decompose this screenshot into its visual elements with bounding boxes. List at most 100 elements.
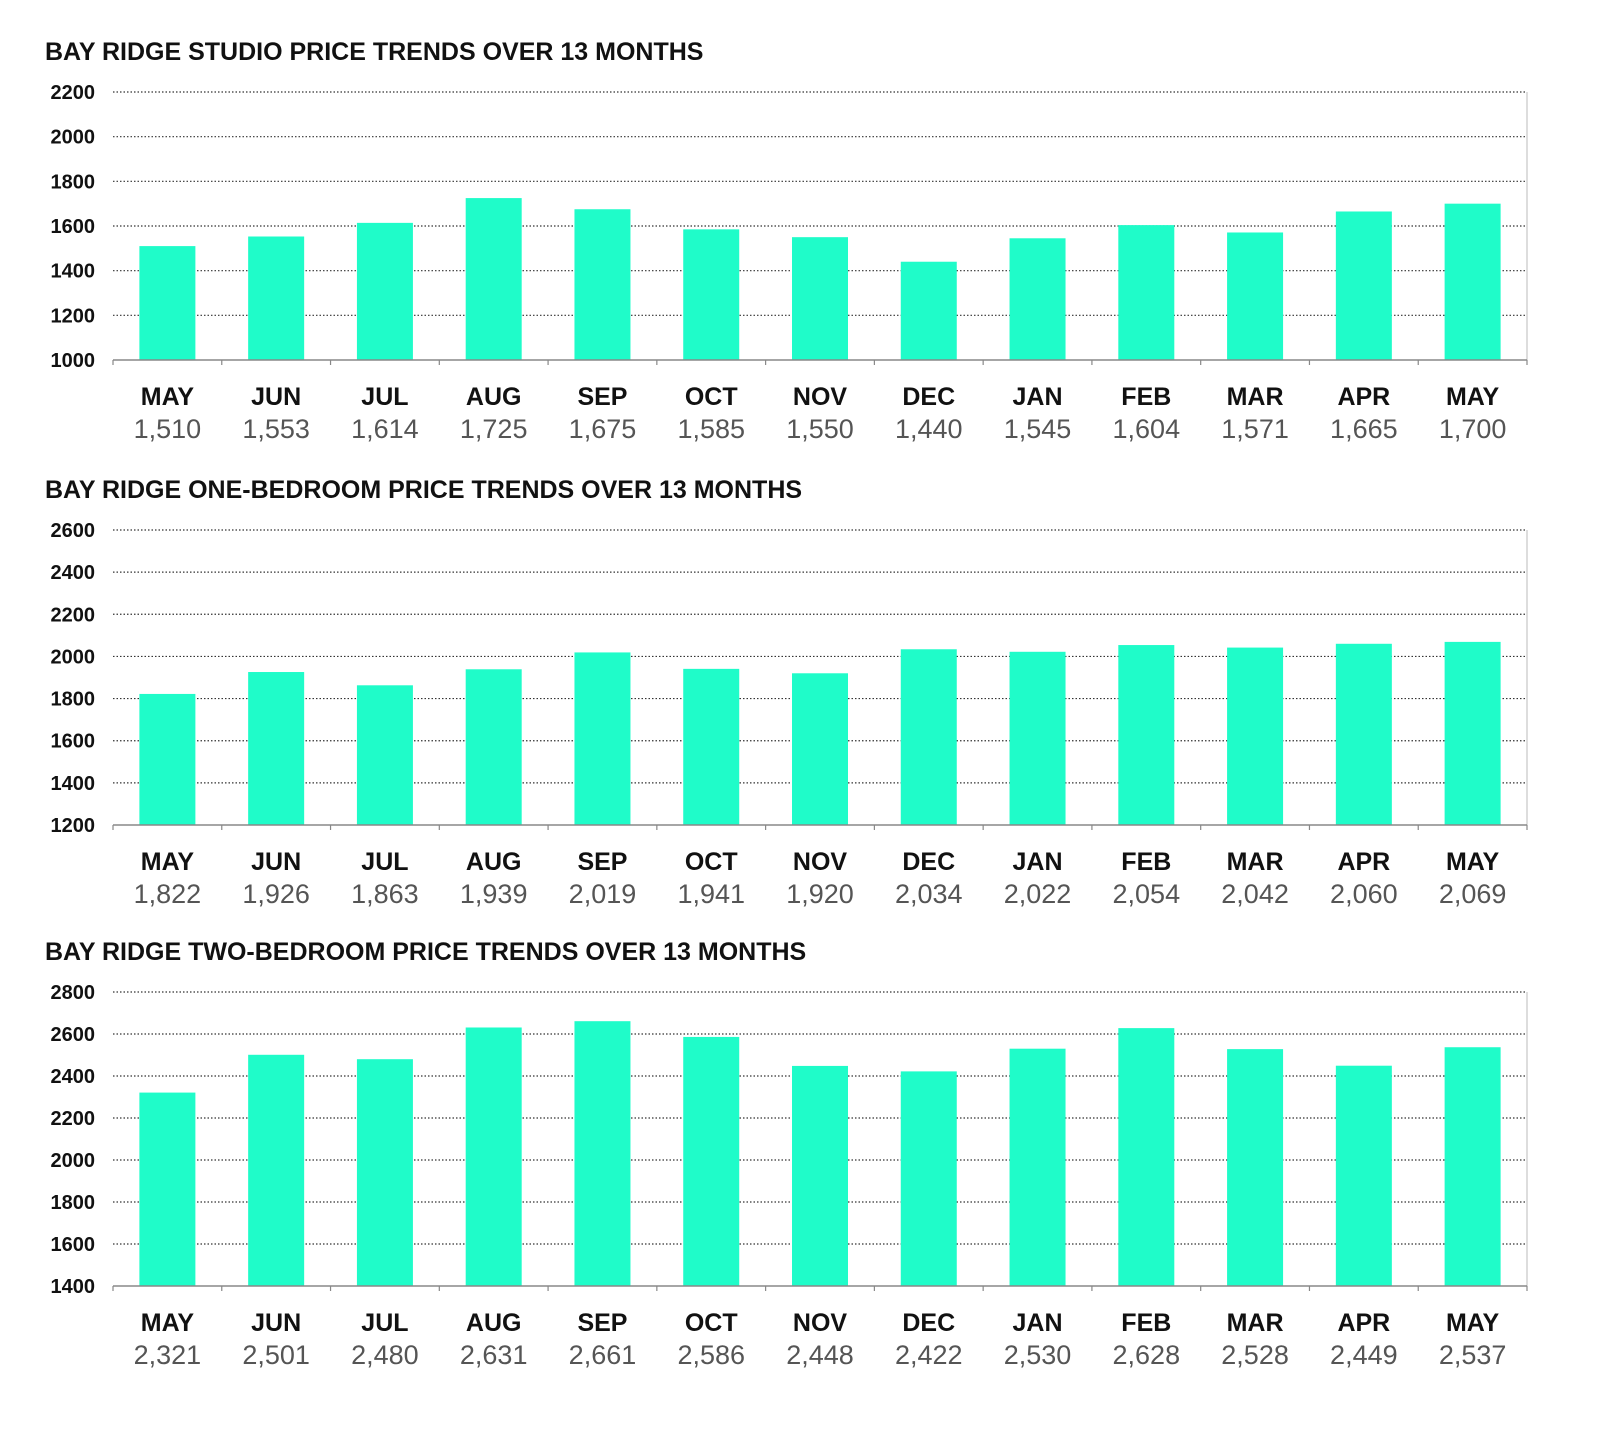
x-tick-label: AUG [466, 383, 522, 411]
bar [139, 246, 196, 360]
data-label: 1,675 [569, 414, 637, 444]
studio-price-chart: BAY RIDGE STUDIO PRICE TRENDS OVER 13 MO… [45, 38, 1528, 444]
x-tick-label: OCT [685, 848, 738, 876]
data-label: 1,822 [134, 879, 202, 909]
data-label: 2,501 [242, 1340, 310, 1370]
two-bedroom-price-chart: BAY RIDGE TWO-BEDROOM PRICE TRENDS OVER … [45, 938, 1528, 1370]
y-tick-label: 2200 [51, 1108, 96, 1130]
data-label: 1,926 [242, 879, 310, 909]
data-label: 1,863 [351, 879, 419, 909]
x-tick-label: NOV [793, 383, 848, 411]
data-label: 1,550 [786, 414, 854, 444]
bar [1118, 1028, 1175, 1286]
y-tick-label: 2200 [51, 82, 96, 104]
y-tick-label: 2000 [51, 1150, 96, 1172]
data-label: 1,545 [1004, 414, 1072, 444]
y-tick-label: 1400 [51, 1276, 96, 1298]
x-tick-label: SEP [577, 383, 627, 411]
data-label: 1,553 [242, 414, 310, 444]
y-tick-label: 2800 [51, 982, 96, 1004]
y-tick-label: 2600 [51, 1024, 96, 1046]
bar [139, 1092, 196, 1286]
x-tick-label: MAY [141, 848, 195, 876]
y-tick-label: 1600 [51, 1234, 96, 1256]
bar [574, 1021, 631, 1286]
data-label: 1,941 [677, 879, 745, 909]
chart-title: BAY RIDGE TWO-BEDROOM PRICE TRENDS OVER … [45, 938, 806, 966]
x-tick-label: DEC [902, 383, 955, 411]
bar [248, 672, 305, 825]
x-tick-label: FEB [1121, 383, 1171, 411]
chart-title: BAY RIDGE STUDIO PRICE TRENDS OVER 13 MO… [45, 38, 703, 66]
x-tick-label: APR [1337, 383, 1390, 411]
data-label: 2,628 [1113, 1340, 1181, 1370]
data-label: 2,022 [1004, 879, 1072, 909]
data-label: 2,586 [677, 1340, 745, 1370]
y-tick-label: 2000 [51, 127, 96, 149]
bar [900, 649, 957, 825]
bar [900, 261, 957, 360]
y-tick-label: 1200 [51, 305, 96, 327]
bar [139, 693, 196, 825]
y-tick-label: 1800 [51, 689, 96, 711]
bar [1118, 225, 1175, 360]
bar [1335, 211, 1392, 360]
x-tick-label: JUN [251, 1309, 301, 1337]
x-tick-label: SEP [577, 848, 627, 876]
data-label: 2,321 [134, 1340, 202, 1370]
bar [356, 1059, 413, 1286]
data-label: 2,537 [1439, 1340, 1507, 1370]
bar [1335, 1065, 1392, 1286]
x-tick-label: JAN [1013, 383, 1063, 411]
bar [1444, 203, 1501, 360]
data-label: 1,440 [895, 414, 963, 444]
x-tick-label: MAR [1227, 1309, 1284, 1337]
x-tick-label: DEC [902, 848, 955, 876]
bar [248, 1054, 305, 1286]
x-tick-label: MAR [1227, 848, 1284, 876]
data-label: 2,069 [1439, 879, 1507, 909]
data-label: 1,920 [786, 879, 854, 909]
bar [1444, 1047, 1501, 1286]
data-label: 2,034 [895, 879, 963, 909]
x-tick-label: NOV [793, 1309, 848, 1337]
bar [792, 1065, 848, 1286]
y-tick-label: 2200 [51, 604, 96, 626]
y-tick-label: 1400 [51, 773, 96, 795]
data-label: 1,604 [1113, 414, 1181, 444]
bar [1444, 641, 1501, 825]
x-tick-label: MAR [1227, 383, 1284, 411]
x-tick-label: MAY [1446, 383, 1500, 411]
x-tick-label: OCT [685, 1309, 738, 1337]
x-tick-label: AUG [466, 1309, 522, 1337]
bar [574, 652, 631, 825]
data-label: 2,528 [1221, 1340, 1289, 1370]
bar [1227, 232, 1284, 360]
one-bedroom-price-chart: BAY RIDGE ONE-BEDROOM PRICE TRENDS OVER … [45, 476, 1528, 909]
bar [574, 209, 631, 360]
data-label: 1,614 [351, 414, 419, 444]
bar [1009, 651, 1066, 825]
y-tick-label: 2000 [51, 646, 96, 668]
data-label: 2,019 [569, 879, 637, 909]
y-tick-label: 1800 [51, 171, 96, 193]
data-label: 2,631 [460, 1340, 528, 1370]
x-tick-label: DEC [902, 1309, 955, 1337]
bar [1009, 1048, 1066, 1286]
data-label: 1,725 [460, 414, 528, 444]
y-tick-label: 1400 [51, 261, 96, 283]
x-tick-label: AUG [466, 848, 522, 876]
data-label: 2,530 [1004, 1340, 1072, 1370]
bar [683, 1036, 740, 1286]
x-tick-label: JUN [251, 383, 301, 411]
data-label: 2,661 [569, 1340, 637, 1370]
data-label: 1,510 [134, 414, 202, 444]
x-tick-label: MAY [141, 383, 195, 411]
x-tick-label: FEB [1121, 1309, 1171, 1337]
bar [465, 198, 522, 360]
y-tick-label: 1000 [51, 350, 96, 372]
chart-title: BAY RIDGE ONE-BEDROOM PRICE TRENDS OVER … [45, 476, 802, 504]
bar [1335, 643, 1392, 825]
bar [792, 673, 848, 825]
bar [465, 669, 522, 825]
